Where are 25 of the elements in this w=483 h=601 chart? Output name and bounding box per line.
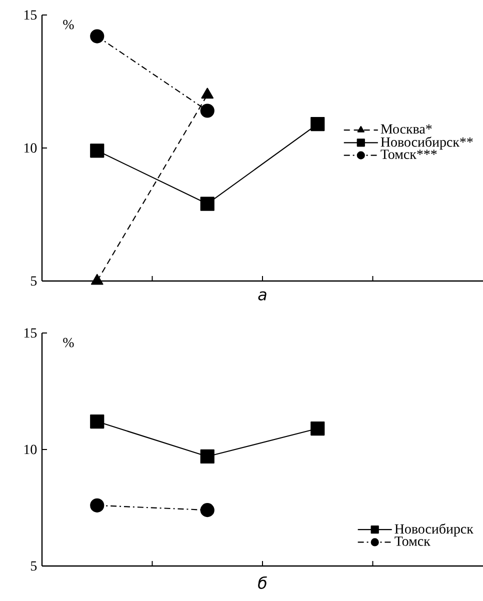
point: [200, 196, 214, 211]
point: [310, 421, 325, 436]
legend-label: Новосибирск**: [380, 136, 473, 150]
y-tick-label: 5: [30, 561, 37, 571]
point: [90, 29, 104, 44]
legend-label: Томск***: [380, 150, 437, 159]
point: [200, 503, 214, 518]
point: [90, 144, 104, 158]
point: [90, 498, 104, 512]
y-tick-label: 10: [24, 444, 37, 454]
y-axis-title: %: [63, 338, 74, 348]
point: [200, 449, 214, 464]
point: [90, 414, 104, 429]
y-tick-label: 15: [24, 328, 37, 338]
legend-label: Томск: [394, 536, 430, 546]
legend-label: Новосибирск: [394, 524, 474, 536]
y-axis-title: %: [63, 20, 74, 30]
point: [310, 117, 325, 132]
y-tick-label: 10: [24, 143, 37, 153]
legend-label: Москва*: [380, 124, 432, 134]
y-tick-label: 15: [24, 10, 37, 20]
point: [200, 104, 214, 118]
x-axis-title: б: [258, 576, 267, 589]
y-tick-label: 5: [30, 276, 37, 286]
x-axis-title: а: [258, 291, 266, 300]
